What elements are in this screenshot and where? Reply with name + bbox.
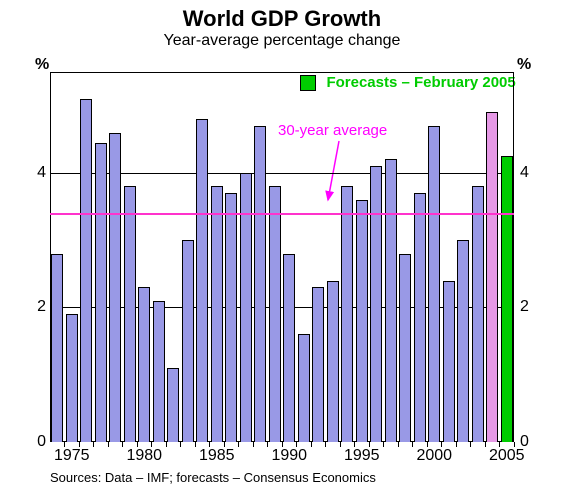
- x-tick-mark: [470, 442, 471, 447]
- source-note: Sources: Data – IMF; forecasts – Consens…: [50, 470, 376, 485]
- x-tick-label: 2005: [482, 447, 532, 465]
- bar: [443, 281, 455, 442]
- bar: [138, 287, 150, 442]
- bar: [80, 99, 92, 442]
- y-tick-label-left: 0: [28, 433, 46, 451]
- y-tick-label-right: 4: [520, 164, 529, 182]
- bar: [501, 156, 513, 442]
- y-tick-label-left: 2: [28, 298, 46, 316]
- x-tick-label: 1995: [337, 447, 387, 465]
- bar: [356, 200, 368, 442]
- bar: [298, 334, 310, 442]
- bar: [66, 314, 78, 442]
- bar: [486, 112, 498, 442]
- bar: [428, 126, 440, 442]
- bar: [385, 159, 397, 442]
- bar: [225, 193, 237, 442]
- y-tick-label-left: 4: [28, 164, 46, 182]
- bar: [472, 186, 484, 442]
- plot-area: [50, 72, 514, 442]
- avg-line: [50, 213, 514, 215]
- x-tick-mark: [253, 442, 254, 447]
- bar: [283, 254, 295, 442]
- bar: [457, 240, 469, 442]
- bar: [167, 368, 179, 442]
- bar: [196, 119, 208, 442]
- bar: [153, 301, 165, 442]
- bar: [109, 133, 121, 442]
- axis-frame: [50, 72, 514, 73]
- axis-frame: [513, 72, 514, 442]
- bar: [312, 287, 324, 442]
- x-tick-label: 1975: [47, 447, 97, 465]
- bar: [414, 193, 426, 442]
- x-tick-mark: [180, 442, 181, 447]
- x-tick-mark: [398, 442, 399, 447]
- bar: [211, 186, 223, 442]
- x-tick-label: 2000: [409, 447, 459, 465]
- bar: [95, 143, 107, 442]
- bar: [327, 281, 339, 442]
- x-tick-label: 1990: [264, 447, 314, 465]
- x-tick-label: 1980: [119, 447, 169, 465]
- bar: [182, 240, 194, 442]
- bar: [399, 254, 411, 442]
- x-tick-label: 1985: [192, 447, 242, 465]
- chart-container: World GDP Growth Year-average percentage…: [0, 0, 564, 500]
- bar: [269, 186, 281, 442]
- bar: [254, 126, 266, 442]
- x-tick-mark: [108, 442, 109, 447]
- bar: [51, 254, 63, 442]
- bar: [370, 166, 382, 442]
- bar: [124, 186, 136, 442]
- bar: [341, 186, 353, 442]
- y-tick-label-right: 2: [520, 298, 529, 316]
- x-tick-mark: [325, 442, 326, 447]
